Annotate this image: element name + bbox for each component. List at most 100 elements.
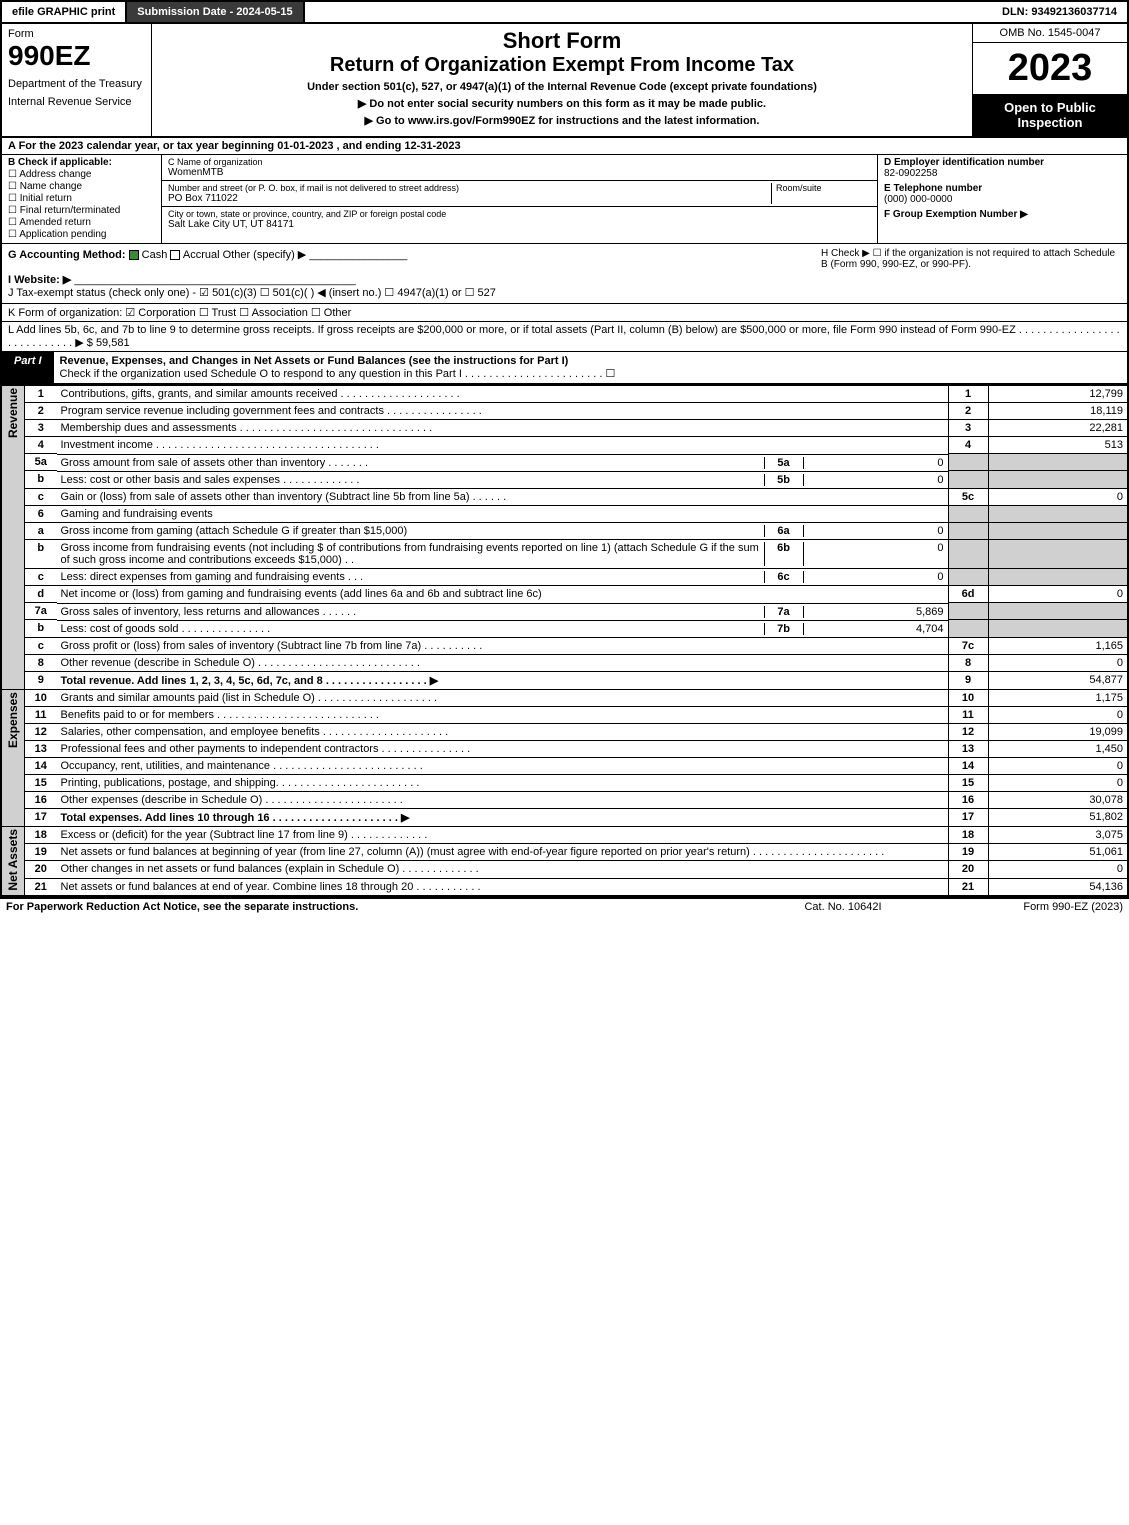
r1: 1	[948, 386, 988, 403]
t9: Total revenue. Add lines 1, 2, 3, 4, 5c,…	[61, 675, 439, 687]
a6d: 0	[988, 586, 1128, 603]
n15: 15	[25, 774, 57, 791]
form-header: Form 990EZ Department of the Treasury In…	[0, 24, 1129, 136]
sa6b: 0	[804, 542, 944, 566]
a11: 0	[988, 706, 1128, 723]
row-15: 15Printing, publications, postage, and s…	[1, 774, 1128, 791]
a7c: 1,165	[988, 637, 1128, 654]
n7b: b	[25, 620, 57, 638]
city: Salt Lake City UT, UT 84171	[168, 219, 871, 230]
a3: 22,281	[988, 420, 1128, 437]
i-label: I Website: ▶	[8, 274, 71, 286]
submission-date: Submission Date - 2024-05-15	[127, 2, 304, 22]
row-11: 11Benefits paid to or for members . . . …	[1, 706, 1128, 723]
row-14: 14Occupancy, rent, utilities, and mainte…	[1, 757, 1128, 774]
row-7c: cGross profit or (loss) from sales of in…	[1, 637, 1128, 654]
a1: 12,799	[988, 386, 1128, 403]
r12: 12	[948, 723, 988, 740]
form-word: Form	[8, 28, 145, 40]
group-label: F Group Exemption Number ▶	[884, 209, 1028, 220]
chk-pending[interactable]: ☐ Application pending	[8, 229, 155, 240]
org-name-label: C Name of organization	[168, 157, 871, 167]
r10: 10	[948, 689, 988, 706]
r18: 18	[948, 826, 988, 843]
ein-label: D Employer identification number	[884, 157, 1044, 168]
t6b: Gross income from fundraising events (no…	[61, 542, 764, 566]
t15: Printing, publications, postage, and shi…	[57, 774, 949, 791]
t6d: Net income or (loss) from gaming and fun…	[57, 586, 949, 603]
n6d: d	[25, 586, 57, 603]
chk-accrual[interactable]	[170, 250, 180, 260]
title-short-form: Short Form	[160, 28, 964, 54]
dept-irs: Internal Revenue Service	[8, 96, 145, 108]
line-a: A For the 2023 calendar year, or tax yea…	[0, 136, 1129, 155]
room-label: Room/suite	[771, 183, 871, 204]
chk-address-label: Address change	[19, 169, 91, 180]
b-label: B Check if applicable:	[8, 157, 112, 168]
row-13: 13Professional fees and other payments t…	[1, 740, 1128, 757]
sa7a: 5,869	[804, 606, 944, 618]
n17: 17	[25, 808, 57, 826]
part1-check: Check if the organization used Schedule …	[60, 368, 616, 380]
r7c: 7c	[948, 637, 988, 654]
chk-address[interactable]: ☐ Address change	[8, 169, 155, 180]
ga5b	[988, 471, 1128, 489]
a12: 19,099	[988, 723, 1128, 740]
part1-title-text: Revenue, Expenses, and Changes in Net As…	[60, 355, 569, 367]
n11: 11	[25, 706, 57, 723]
n2: 2	[25, 403, 57, 420]
n3: 3	[25, 420, 57, 437]
city-label: City or town, state or province, country…	[168, 209, 871, 219]
row-10: Expenses 10Grants and similar amounts pa…	[1, 689, 1128, 706]
part1-header: Part I Revenue, Expenses, and Changes in…	[0, 351, 1129, 385]
footer-center: Cat. No. 10642I	[743, 901, 943, 913]
lines-table: Revenue 1 Contributions, gifts, grants, …	[0, 385, 1129, 897]
chk-final-label: Final return/terminated	[20, 205, 121, 216]
row-6d: dNet income or (loss) from gaming and fu…	[1, 586, 1128, 603]
t19: Net assets or fund balances at beginning…	[57, 843, 949, 860]
form-id-block: Form 990EZ Department of the Treasury In…	[2, 24, 152, 136]
chk-name[interactable]: ☐ Name change	[8, 181, 155, 192]
chk-amended[interactable]: ☐ Amended return	[8, 217, 155, 228]
dept-treasury: Department of the Treasury	[8, 78, 145, 90]
right-block: OMB No. 1545-0047 2023 Open to Public In…	[972, 24, 1127, 136]
a21: 54,136	[988, 878, 1128, 896]
spacer	[305, 2, 992, 22]
chk-cash[interactable]	[129, 250, 139, 260]
h-block: H Check ▶ ☐ if the organization is not r…	[821, 248, 1121, 299]
a10: 1,175	[988, 689, 1128, 706]
r4: 4	[948, 437, 988, 454]
title-block: Short Form Return of Organization Exempt…	[152, 24, 972, 136]
t5c: Gain or (loss) from sale of assets other…	[57, 488, 949, 505]
chk-initial[interactable]: ☐ Initial return	[8, 193, 155, 204]
ga7a	[988, 603, 1128, 620]
row-6c: cLess: direct expenses from gaming and f…	[1, 568, 1128, 586]
row-5b: bLess: cost or other basis and sales exp…	[1, 471, 1128, 489]
sr7a: 7a	[764, 606, 804, 618]
r16: 16	[948, 791, 988, 808]
t2: Program service revenue including govern…	[57, 403, 949, 420]
open-inspection: Open to Public Inspection	[973, 94, 1127, 136]
gr6	[948, 505, 988, 522]
netassets-sidelabel: Net Assets	[1, 826, 25, 896]
n10: 10	[25, 689, 57, 706]
sr5b: 5b	[764, 474, 804, 486]
col-c: C Name of organization WomenMTB Number a…	[162, 155, 877, 243]
gr5b	[948, 471, 988, 489]
efile-button[interactable]: efile GRAPHIC print	[2, 2, 127, 22]
t5a: Gross amount from sale of assets other t…	[61, 457, 764, 469]
chk-final[interactable]: ☐ Final return/terminated	[8, 205, 155, 216]
accrual-label: Accrual	[183, 249, 220, 261]
r14: 14	[948, 757, 988, 774]
t6c: Less: direct expenses from gaming and fu…	[61, 571, 764, 583]
n1: 1	[25, 386, 57, 403]
t7c: Gross profit or (loss) from sales of inv…	[57, 637, 949, 654]
title-return: Return of Organization Exempt From Incom…	[160, 54, 964, 77]
t12: Salaries, other compensation, and employ…	[57, 723, 949, 740]
t10: Grants and similar amounts paid (list in…	[57, 689, 949, 706]
n9: 9	[25, 671, 57, 689]
gr7a	[948, 603, 988, 620]
t14: Occupancy, rent, utilities, and maintena…	[57, 757, 949, 774]
gh-row: G Accounting Method: Cash Accrual Other …	[0, 244, 1129, 303]
street: PO Box 711022	[168, 193, 771, 204]
